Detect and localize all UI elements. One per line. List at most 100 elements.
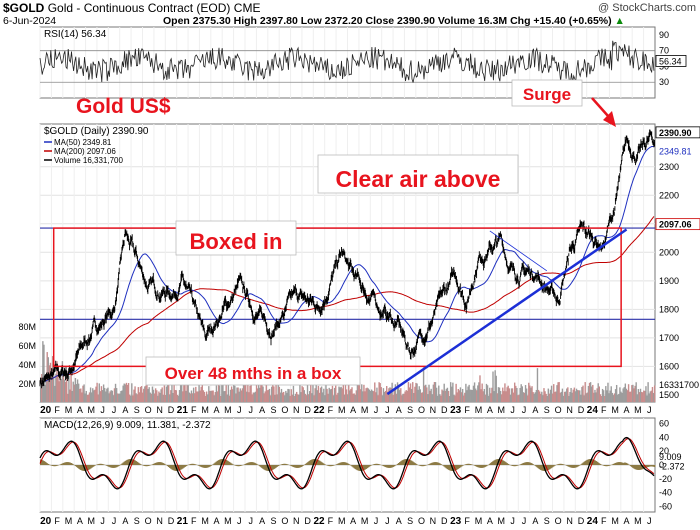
volume-bar <box>211 390 213 402</box>
macd-histogram-bar <box>366 465 369 469</box>
volume-bar <box>428 384 430 402</box>
volume-bar <box>266 390 269 402</box>
volume-bar <box>513 382 516 402</box>
macd-tick-label: -60 <box>659 501 672 511</box>
volume-bar <box>236 387 238 402</box>
macd-histogram-bar <box>368 465 371 467</box>
volume-bar <box>329 389 332 402</box>
surge-arrow-shaft <box>591 97 609 117</box>
macd-histogram-bar <box>131 459 133 465</box>
volume-bar <box>542 395 544 402</box>
volume-bar <box>417 389 419 402</box>
volume-bar <box>99 391 102 402</box>
x-tick-label: A <box>487 405 493 415</box>
volume-bar <box>101 390 104 402</box>
macd-histogram-bar <box>50 465 53 466</box>
x-tick-label: 21 <box>177 405 189 416</box>
volume-bar <box>316 390 318 402</box>
volume-bar <box>410 388 413 402</box>
volume-bar <box>447 390 450 402</box>
volume-bar <box>317 385 320 402</box>
macd-histogram-bar <box>393 465 396 467</box>
volume-bar <box>421 392 424 402</box>
volume-bar <box>123 383 125 402</box>
macd-histogram-bar <box>489 463 491 465</box>
volume-bar <box>77 383 80 402</box>
volume-bar <box>160 389 162 402</box>
macd-histogram-bar <box>558 463 561 465</box>
volume-bar <box>167 382 170 402</box>
price-tick-label: 2200 <box>659 190 679 200</box>
volume-bar <box>314 388 316 402</box>
macd-histogram-bar <box>410 460 413 465</box>
volume-bar <box>397 384 400 402</box>
ma50-tag: 2349.81 <box>659 147 692 157</box>
x-tick-label: N <box>430 516 437 526</box>
macd-histogram-bar <box>631 465 633 468</box>
macd-histogram-bar <box>135 461 138 465</box>
macd-histogram-bar <box>650 465 653 467</box>
macd-histogram-bar <box>90 465 93 468</box>
annotation-clear-air: Clear air above <box>336 166 501 192</box>
macd-histogram-bar <box>470 464 473 465</box>
volume-bar <box>190 390 193 402</box>
rsi-line <box>39 40 655 85</box>
x-tick-label: 24 <box>587 405 599 416</box>
volume-bar <box>388 388 390 402</box>
macd-histogram-bar <box>285 463 287 465</box>
volume-bar <box>235 393 237 402</box>
macd-histogram-bar <box>143 465 145 466</box>
volume-bar <box>259 387 261 402</box>
volume-bar <box>134 386 136 402</box>
volume-bar <box>311 393 313 402</box>
macd-histogram-bar <box>45 462 48 465</box>
macd-histogram-bar <box>490 462 492 465</box>
volume-bar <box>496 393 499 402</box>
volume-bar <box>187 384 189 402</box>
volume-bar <box>442 390 444 402</box>
volume-bar <box>239 388 241 402</box>
macd-histogram-bar <box>653 465 656 468</box>
macd-histogram-bar <box>264 465 267 471</box>
macd-histogram-bar <box>216 460 219 465</box>
macd-histogram-bar <box>203 465 206 468</box>
macd-tick-label: 60 <box>659 419 669 429</box>
macd-histogram-bar <box>115 465 118 468</box>
volume-bar <box>408 387 411 402</box>
macd-histogram-bar <box>503 460 505 465</box>
volume-bar <box>163 385 166 402</box>
volume-bar <box>227 384 230 402</box>
volume-bar <box>251 394 253 402</box>
macd-histogram-bar <box>348 463 350 465</box>
volume-bar <box>220 395 222 402</box>
volume-bar <box>128 394 131 402</box>
x-tick-label: J <box>647 405 652 415</box>
volume-bar <box>464 392 466 402</box>
macd-histogram-bar <box>551 465 554 468</box>
macd-histogram-bar <box>204 465 207 468</box>
annotation-surge-box <box>511 79 583 107</box>
volume-bar <box>224 391 226 402</box>
volume-bar <box>560 391 563 402</box>
macd-histogram-bar <box>145 465 147 467</box>
volume-bar <box>208 386 210 402</box>
volume-bar <box>460 392 463 402</box>
volume-bar <box>56 361 58 402</box>
volume-bar <box>276 394 278 402</box>
macd-histogram-bar <box>538 465 541 470</box>
volume-bar <box>294 393 297 402</box>
macd-histogram-bar <box>243 464 246 465</box>
volume-bar <box>75 384 78 402</box>
macd-histogram-bar <box>276 465 279 467</box>
volume-bar <box>535 389 538 402</box>
volume-bar <box>248 392 250 402</box>
volume-bar <box>392 394 394 402</box>
volume-bar <box>382 388 385 402</box>
macd-histogram-bar <box>553 465 555 467</box>
volume-bar <box>112 395 115 402</box>
macd-histogram-bar <box>521 463 524 465</box>
x-tick-label: N <box>566 516 573 526</box>
macd-histogram-bar <box>122 462 125 465</box>
volume-bar <box>647 382 649 402</box>
volume-bar <box>216 391 219 402</box>
